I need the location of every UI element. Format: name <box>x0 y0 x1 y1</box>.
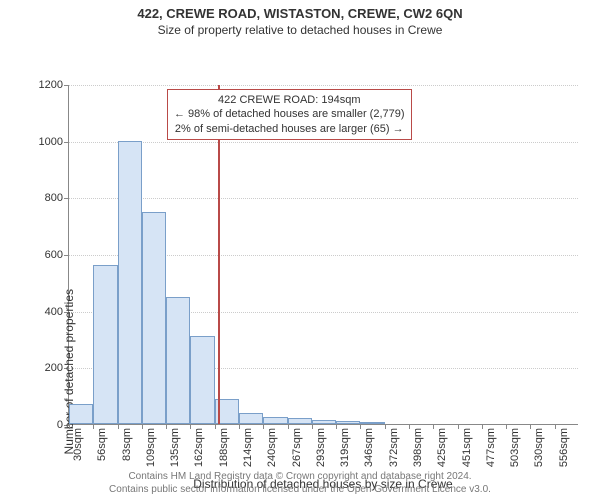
x-tick-label: 162sqm <box>193 428 205 467</box>
x-tick <box>166 424 167 429</box>
x-tick <box>288 424 289 429</box>
y-tick-label: 800 <box>45 192 69 204</box>
x-tick <box>482 424 483 429</box>
y-gridline <box>69 142 578 143</box>
x-tick-label: 30sqm <box>72 428 84 461</box>
x-tick <box>142 424 143 429</box>
histogram-chart: 020040060080010001200Number of detached … <box>0 37 600 493</box>
x-tick <box>555 424 556 429</box>
x-tick <box>336 424 337 429</box>
x-tick-label: 346sqm <box>363 428 375 467</box>
footer: Contains HM Land Registry data © Crown c… <box>0 470 600 496</box>
histogram-bar <box>190 336 214 424</box>
y-gridline <box>69 198 578 199</box>
x-tick <box>93 424 94 429</box>
annotation-line-2: ← 98% of detached houses are smaller (2,… <box>174 107 405 121</box>
x-tick <box>190 424 191 429</box>
x-tick <box>433 424 434 429</box>
chart-subtitle: Size of property relative to detached ho… <box>0 23 600 37</box>
x-tick-label: 503sqm <box>509 428 521 467</box>
histogram-bar <box>69 404 93 424</box>
x-tick-label: 398sqm <box>412 428 424 467</box>
x-tick-label: 319sqm <box>339 428 351 467</box>
x-tick-label: 267sqm <box>291 428 303 467</box>
x-tick <box>263 424 264 429</box>
footer-line-2: Contains public sector information licen… <box>0 483 600 496</box>
x-tick <box>458 424 459 429</box>
annotation-box: 422 CREWE ROAD: 194sqm← 98% of detached … <box>167 89 412 140</box>
x-tick <box>239 424 240 429</box>
x-tick-label: 477sqm <box>485 428 497 467</box>
x-tick-label: 556sqm <box>558 428 570 467</box>
x-tick-label: 56sqm <box>96 428 108 461</box>
x-tick <box>530 424 531 429</box>
x-tick <box>360 424 361 429</box>
x-tick <box>312 424 313 429</box>
annotation-line-1: 422 CREWE ROAD: 194sqm <box>174 93 405 107</box>
footer-line-1: Contains HM Land Registry data © Crown c… <box>0 470 600 483</box>
x-tick-label: 188sqm <box>218 428 230 467</box>
x-tick-label: 109sqm <box>145 428 157 467</box>
y-tick-label: 1200 <box>39 79 69 91</box>
histogram-bar <box>360 422 384 424</box>
x-tick-label: 214sqm <box>242 428 254 467</box>
histogram-bar <box>118 141 142 424</box>
x-tick-label: 83sqm <box>121 428 133 461</box>
histogram-bar <box>166 297 190 425</box>
y-gridline <box>69 85 578 86</box>
x-tick-label: 240sqm <box>266 428 278 467</box>
x-tick <box>409 424 410 429</box>
x-tick-label: 451sqm <box>461 428 473 467</box>
x-tick <box>118 424 119 429</box>
annotation-line-3: 2% of semi-detached houses are larger (6… <box>174 122 405 136</box>
x-tick <box>69 424 70 429</box>
histogram-bar <box>142 212 166 425</box>
chart-title: 422, CREWE ROAD, WISTASTON, CREWE, CW2 6… <box>0 0 600 21</box>
x-tick-label: 293sqm <box>315 428 327 467</box>
histogram-bar <box>263 417 287 424</box>
x-tick <box>506 424 507 429</box>
plot-region: 020040060080010001200Number of detached … <box>68 85 578 425</box>
histogram-bar <box>312 420 336 424</box>
x-tick <box>215 424 216 429</box>
x-tick-label: 135sqm <box>169 428 181 467</box>
x-tick-label: 530sqm <box>533 428 545 467</box>
histogram-bar <box>288 418 312 424</box>
x-tick <box>385 424 386 429</box>
y-tick-label: 1000 <box>39 136 69 148</box>
histogram-bar <box>336 421 360 424</box>
x-tick-label: 425sqm <box>436 428 448 467</box>
histogram-bar <box>93 265 117 424</box>
histogram-bar <box>239 413 263 424</box>
x-tick-label: 372sqm <box>388 428 400 467</box>
